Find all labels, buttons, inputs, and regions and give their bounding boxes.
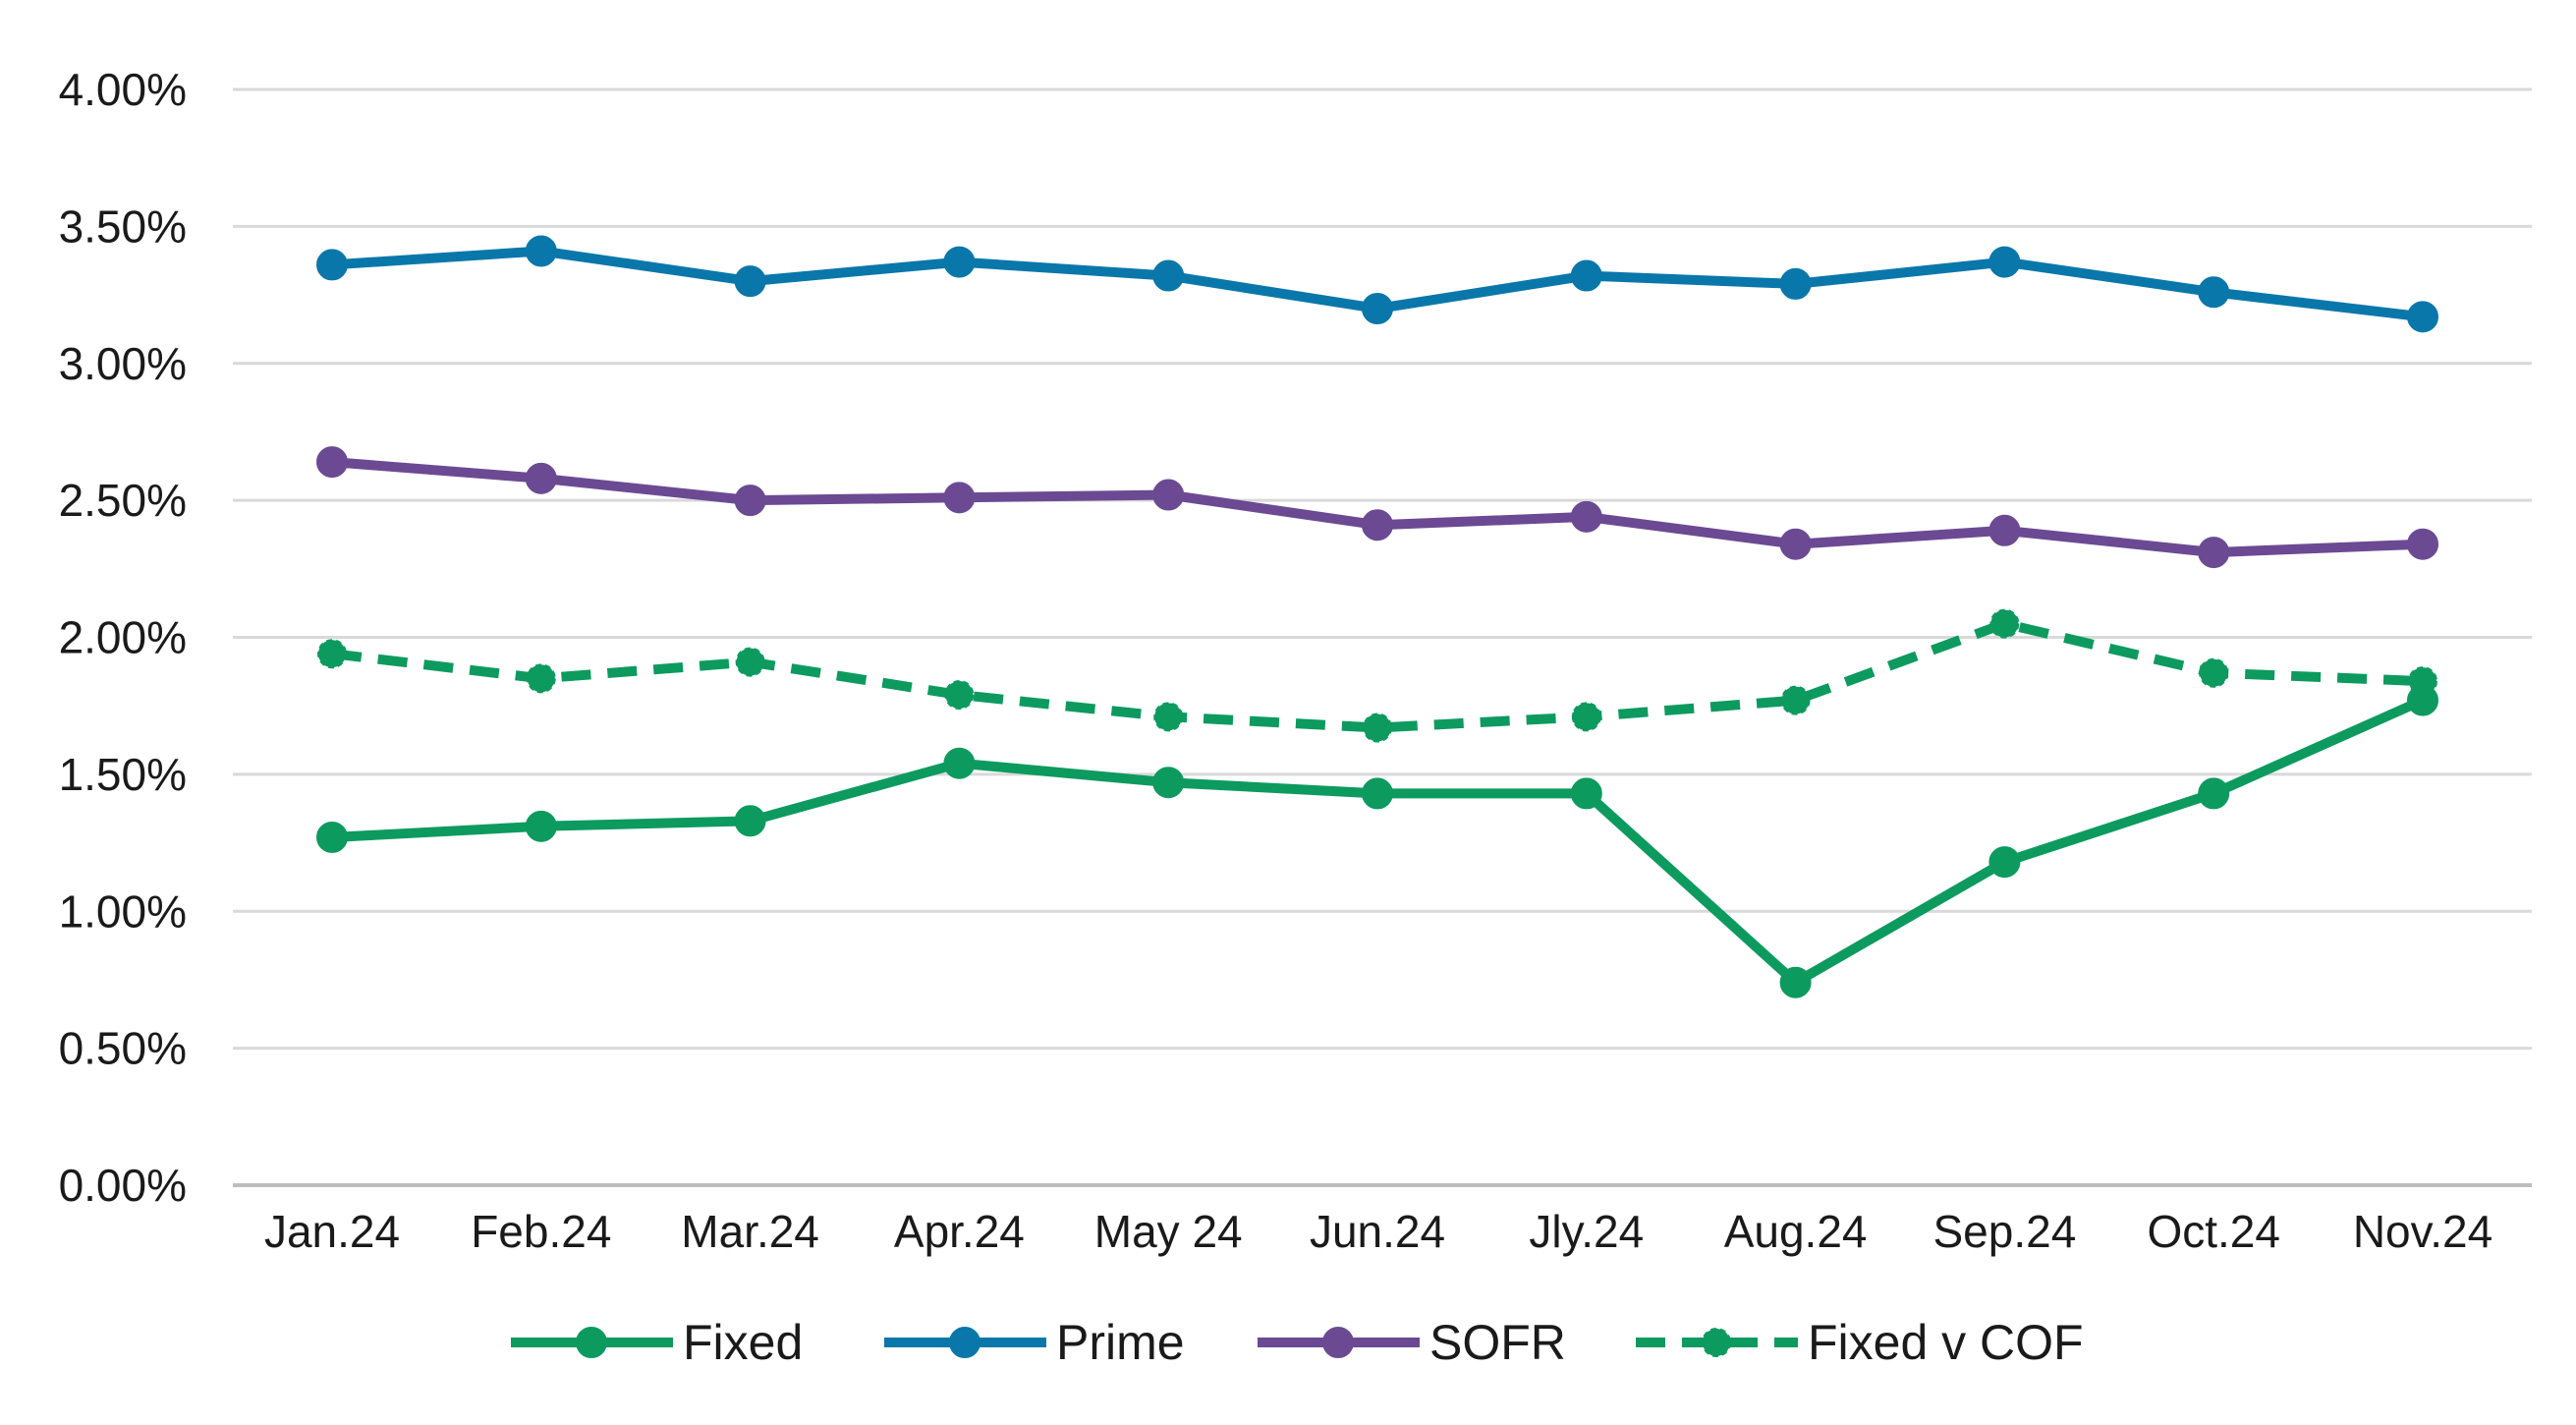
data-point-sofr bbox=[1362, 509, 1393, 542]
y-axis-tick-labels: 0.00% 0.50% 1.00% 1.50% 2.00% 2.50% 3.00% 3.50%… bbox=[59, 64, 187, 1211]
y-tick-label: 3.00% bbox=[59, 338, 187, 389]
legend-item-fixed: Fixed bbox=[511, 1315, 803, 1370]
data-point-sofr bbox=[2198, 537, 2230, 569]
data-point-sofr bbox=[2407, 528, 2438, 560]
y-tick-label: 0.50% bbox=[59, 1023, 187, 1074]
data-point-sofr bbox=[734, 484, 766, 517]
legend-label: SOFR bbox=[1429, 1315, 1566, 1370]
data-point-fixed-v-cof bbox=[526, 663, 556, 694]
data-point-fixed-v-cof bbox=[944, 680, 975, 711]
data-point-fixed bbox=[316, 821, 348, 853]
legend-label: Fixed bbox=[683, 1315, 803, 1370]
x-tick-label: Oct.24 bbox=[2147, 1206, 2280, 1257]
gridlines bbox=[233, 87, 2532, 1187]
data-point-prime bbox=[1779, 267, 1812, 300]
legend-item-prime: Prime bbox=[884, 1315, 1185, 1370]
data-point-prime bbox=[2407, 301, 2438, 333]
data-point-fixed bbox=[525, 810, 557, 842]
series-fixed bbox=[316, 684, 2438, 998]
legend: Fixed Prime SOFR Fixed v COF bbox=[511, 1315, 2084, 1370]
x-tick-label: Jan.24 bbox=[264, 1206, 400, 1257]
series-line-fixed-v-cof bbox=[331, 618, 2424, 733]
legend-label: Prime bbox=[1056, 1315, 1185, 1370]
series-fixed-v-cof bbox=[317, 608, 2437, 743]
data-point-sofr bbox=[943, 482, 976, 514]
data-point-prime bbox=[1570, 259, 1602, 292]
data-point-fixed-v-cof bbox=[1153, 702, 1184, 732]
data-point-fixed-v-cof bbox=[2408, 666, 2437, 697]
data-point-fixed-v-cof bbox=[1989, 608, 2020, 639]
legend-item-fixed-v-cof: Fixed v COF bbox=[1636, 1315, 2084, 1370]
y-tick-label: 3.50% bbox=[59, 200, 187, 252]
data-point-fixed bbox=[1362, 777, 1393, 810]
data-point-prime bbox=[1988, 246, 2021, 278]
data-point-sofr bbox=[1570, 500, 1602, 533]
y-tick-label: 2.50% bbox=[59, 475, 187, 526]
series-prime bbox=[316, 235, 2438, 333]
data-point-sofr bbox=[525, 462, 557, 494]
data-point-fixed bbox=[734, 805, 766, 837]
legend-swatch-marker bbox=[576, 1327, 607, 1358]
data-point-prime bbox=[734, 265, 766, 298]
y-tick-label: 2.00% bbox=[59, 612, 187, 663]
data-point-fixed bbox=[1152, 767, 1185, 799]
x-tick-label: Aug.24 bbox=[1724, 1206, 1868, 1257]
x-tick-label: Mar.24 bbox=[681, 1206, 819, 1257]
legend-swatch-marker bbox=[949, 1327, 980, 1358]
y-tick-label: 1.50% bbox=[59, 749, 187, 800]
x-tick-label: Sep.24 bbox=[1933, 1206, 2077, 1257]
data-point-fixed-v-cof bbox=[1780, 685, 1811, 715]
data-point-fixed bbox=[2198, 777, 2230, 810]
data-point-fixed-v-cof bbox=[735, 647, 765, 677]
series-lines bbox=[316, 235, 2438, 998]
legend-label: Fixed v COF bbox=[1808, 1315, 2084, 1370]
data-point-fixed-v-cof bbox=[1363, 712, 1392, 743]
data-point-sofr bbox=[1988, 514, 2021, 546]
x-tick-label: Jly.24 bbox=[1529, 1206, 1644, 1257]
data-point-fixed-v-cof bbox=[1571, 702, 1601, 732]
x-tick-label: Apr.24 bbox=[894, 1206, 1025, 1257]
legend-swatch-marker bbox=[1702, 1328, 1731, 1357]
x-axis-tick-labels: Jan.24 Feb.24 Mar.24 Apr.24 May 24 Jun.24 Jly.… bbox=[264, 1206, 2492, 1257]
data-point-prime bbox=[2198, 276, 2230, 309]
y-tick-label: 1.00% bbox=[59, 885, 187, 937]
x-tick-label: Jun.24 bbox=[1310, 1206, 1445, 1257]
data-point-fixed-v-cof bbox=[317, 639, 347, 669]
legend-item-sofr: SOFR bbox=[1258, 1315, 1566, 1370]
data-point-fixed-v-cof bbox=[2199, 657, 2229, 688]
data-point-prime bbox=[1362, 293, 1393, 324]
y-tick-label: 4.00% bbox=[59, 64, 187, 115]
legend-swatch-marker bbox=[1322, 1327, 1354, 1358]
data-point-fixed bbox=[943, 747, 976, 779]
y-tick-label: 0.00% bbox=[59, 1160, 187, 1211]
data-point-sofr bbox=[316, 446, 348, 479]
data-point-fixed bbox=[1779, 966, 1812, 998]
data-point-prime bbox=[1152, 259, 1185, 292]
series-line-fixed bbox=[327, 695, 2428, 988]
data-point-sofr bbox=[1152, 479, 1185, 511]
data-point-prime bbox=[316, 249, 348, 281]
x-tick-label: May 24 bbox=[1094, 1206, 1243, 1257]
data-point-sofr bbox=[1779, 528, 1812, 560]
x-tick-label: Nov.24 bbox=[2353, 1206, 2492, 1257]
data-point-fixed bbox=[1988, 846, 2021, 879]
x-tick-label: Feb.24 bbox=[471, 1206, 611, 1257]
series-sofr bbox=[316, 446, 2438, 569]
data-point-prime bbox=[525, 235, 557, 267]
data-point-prime bbox=[943, 246, 976, 278]
data-point-fixed bbox=[1570, 777, 1602, 810]
